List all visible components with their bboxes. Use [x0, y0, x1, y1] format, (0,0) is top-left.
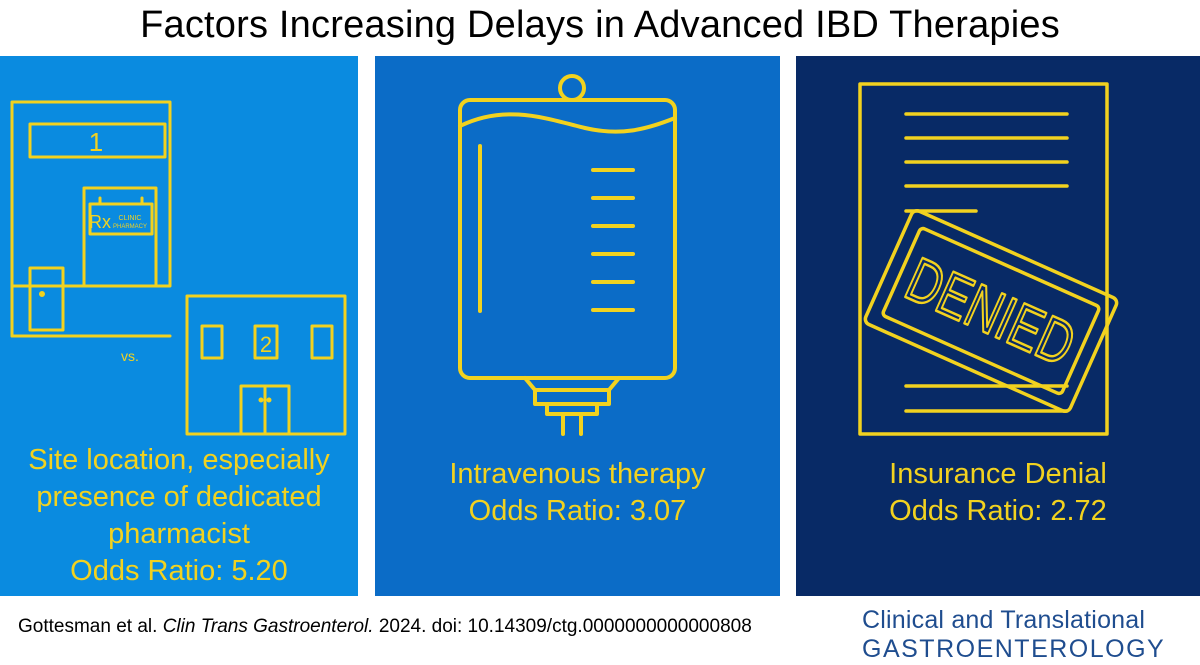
citation-authors: Gottesman et al. [18, 616, 158, 637]
site-location-caption: Site location, especially presence of de… [0, 442, 358, 590]
caption-line: Intravenous therapy [449, 458, 706, 490]
intravenous-caption: Intravenous therapy Odds Ratio: 3.07 [375, 456, 780, 530]
building1-number: 1 [89, 127, 103, 157]
odds-ratio: Odds Ratio: 3.07 [468, 495, 687, 527]
clinic-buildings-icon: 1 Rx CLINIC PHARMACY vs. 2 [10, 100, 347, 436]
pharmacy-sign-line1: CLINIC [119, 215, 142, 222]
panel-intravenous-therapy: Intravenous therapy Odds Ratio: 3.07 [375, 56, 780, 596]
caption-line: Site location, especially [28, 444, 330, 476]
odds-ratio: Odds Ratio: 5.20 [70, 555, 288, 587]
odds-ratio: Odds Ratio: 2.72 [889, 495, 1107, 527]
caption-line: Insurance Denial [889, 458, 1107, 490]
citation-doi: 2024. doi: 10.14309/ctg.0000000000000808 [378, 616, 752, 637]
citation-journal: Clin Trans Gastroenterol. [162, 616, 374, 637]
denied-document-icon: DENIED [858, 82, 1119, 436]
journal-logo: Clinical and Translational GASTROENTEROL… [862, 606, 1165, 664]
pharmacy-sign-line2: PHARMACY [113, 224, 147, 230]
building2-number: 2 [260, 332, 272, 357]
panel-site-location: 1 Rx CLINIC PHARMACY vs. 2 Site location… [0, 56, 358, 596]
iv-bag-icon [458, 74, 677, 436]
caption-line: presence of dedicated [36, 481, 322, 513]
journal-logo-line1: Clinical and Translational [862, 606, 1146, 634]
page-title: Factors Increasing Delays in Advanced IB… [140, 4, 1060, 46]
insurance-denial-caption: Insurance Denial Odds Ratio: 2.72 [796, 456, 1200, 530]
citation: Gottesman et al. Clin Trans Gastroentero… [18, 616, 752, 638]
caption-line: pharmacist [108, 518, 250, 550]
pharmacy-sign-rx: Rx [89, 212, 111, 232]
journal-logo-line2: GASTROENTEROLOGY [862, 635, 1166, 663]
denied-stamp-text: DENIED [896, 245, 1085, 380]
vs-label: vs. [121, 348, 139, 364]
panel-insurance-denial: DENIED Insurance Denial Odds Ratio: 2.72 [796, 56, 1200, 596]
